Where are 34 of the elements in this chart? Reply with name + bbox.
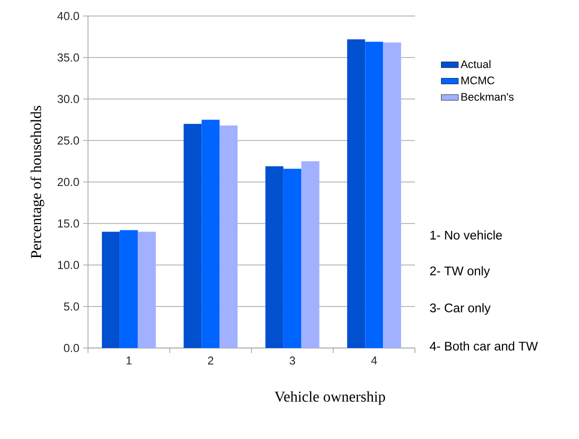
bar [120, 230, 138, 348]
bar [265, 166, 284, 348]
y-tick-label: 35.0 [58, 53, 80, 62]
x-tick-label: 1 [126, 356, 132, 364]
y-tick-label: 30.0 [58, 94, 80, 104]
bar [184, 124, 202, 348]
bar [301, 161, 320, 348]
text: 2- TW only [430, 266, 490, 278]
bar [347, 39, 366, 348]
x-tick-label: 4 [371, 356, 377, 364]
x-tick-label: 3 [290, 356, 296, 365]
bar [202, 120, 220, 348]
y-tick-label: 20.0 [58, 178, 80, 186]
x-tick-label: 2 [208, 356, 214, 365]
y-tick-label: 5.0 [64, 302, 80, 311]
bar [365, 42, 384, 348]
text: 3- Car only [430, 303, 491, 315]
legend-label: Beckman's [461, 92, 514, 101]
bar [220, 126, 238, 348]
y-tick-label: 40.0 [57, 12, 80, 20]
bar [283, 168, 302, 348]
bar [102, 232, 120, 348]
legend-label: Actual [460, 60, 490, 68]
y-tick-label: 15.0 [58, 219, 80, 228]
legend-label: MCMC [461, 76, 494, 84]
bar [138, 232, 156, 348]
text: 1- No vehicle [430, 230, 502, 240]
text: 4- Both car and TW [430, 341, 538, 351]
y-tick-label: 10.0 [58, 260, 80, 270]
y-axis-title: Percentage of households [30, 106, 44, 258]
x-axis-title: Vehicle ownership [274, 391, 386, 405]
bar [383, 42, 402, 348]
y-tick-label: 25.0 [58, 136, 80, 145]
y-tick-label: 0.0 [64, 344, 80, 352]
